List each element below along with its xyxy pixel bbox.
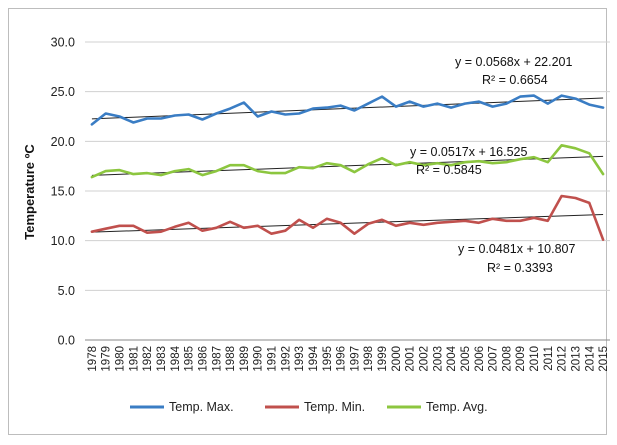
legend: Temp. Max. Temp. Min. Temp. Avg.	[130, 400, 488, 414]
x-tick-label: 2005	[460, 346, 472, 372]
x-tick-label: 1984	[170, 345, 182, 371]
x-tick-label: 1981	[128, 346, 140, 372]
series-lines	[90, 94, 605, 241]
series-line	[90, 144, 605, 179]
x-tick-label: 1983	[156, 346, 168, 372]
x-tick-label: 1986	[197, 346, 209, 372]
y-tick-label: 0.0	[58, 334, 75, 348]
x-tick-label: 1990	[253, 346, 265, 372]
x-tick-label: 2007	[488, 346, 500, 372]
trend-annotations: y = 0.0568x + 22.201 R² = 0.6654 y = 0.0…	[410, 55, 576, 275]
avg-r2-label: R² = 0.5845	[416, 163, 482, 177]
min-equation-label: y = 0.0481x + 10.807	[458, 242, 576, 256]
x-tick-label: 1999	[377, 346, 389, 372]
y-tick-label: 15.0	[51, 185, 75, 199]
x-tick-label: 1994	[308, 345, 320, 371]
x-tick-label: 1978	[87, 346, 99, 372]
gridlines	[85, 41, 610, 341]
max-equation-label: y = 0.0568x + 22.201	[455, 55, 573, 69]
x-tick-label: 2014	[584, 345, 596, 371]
x-tick-label: 1997	[349, 346, 361, 372]
x-tick-label: 2013	[570, 346, 582, 372]
min-r2-label: R² = 0.3393	[487, 261, 553, 275]
series-line	[90, 194, 605, 241]
x-tick-label: 1998	[363, 346, 375, 372]
y-tick-label: 5.0	[58, 284, 75, 298]
y-tick-label: 20.0	[51, 135, 75, 149]
legend-label-min: Temp. Min.	[304, 400, 365, 414]
trendline	[91, 213, 604, 233]
legend-label-avg: Temp. Avg.	[426, 400, 488, 414]
x-tick-label: 1991	[267, 346, 279, 372]
y-tick-label: 10.0	[51, 234, 75, 248]
y-tick-label: 25.0	[51, 85, 75, 99]
x-tick-label: 2002	[418, 346, 430, 372]
y-axis-label: Temperature ºC	[22, 144, 37, 240]
x-tick-label: 1985	[184, 346, 196, 372]
x-tick-label: 2001	[405, 346, 417, 372]
x-tick-label: 2000	[391, 346, 403, 372]
x-tick-label: 1992	[280, 346, 292, 372]
x-tick-label: 2010	[529, 346, 541, 372]
x-tick-label: 2004	[446, 345, 458, 371]
x-axis: 1978 1979 1980 1981 1982 1983 1984 1985 1986 1987…	[87, 345, 610, 371]
y-axis: 0.0 5.0 10.0 15.0 20.0 25.0 30.0	[51, 36, 75, 348]
x-tick-label: 1980	[115, 346, 127, 372]
x-tick-label: 1995	[322, 346, 334, 372]
x-tick-label: 2009	[515, 346, 527, 372]
x-tick-label: 1982	[142, 346, 154, 372]
x-tick-label: 1993	[294, 346, 306, 372]
x-tick-label: 1988	[225, 346, 237, 372]
x-tick-label: 2006	[474, 346, 486, 372]
avg-equation-label: y = 0.0517x + 16.525	[410, 145, 528, 159]
x-tick-label: 1987	[211, 346, 223, 372]
x-tick-label: 2008	[501, 346, 513, 372]
series-line	[90, 94, 605, 126]
legend-label-max: Temp. Max.	[169, 400, 234, 414]
x-tick-label: 1979	[101, 346, 113, 372]
max-r2-label: R² = 0.6654	[482, 73, 548, 87]
x-tick-label: 2003	[432, 346, 444, 372]
x-tick-label: 2015	[598, 346, 610, 372]
y-tick-label: 30.0	[51, 36, 75, 50]
x-tick-label: 1989	[239, 346, 251, 372]
x-tick-label: 1996	[336, 346, 348, 372]
x-tick-label: 2011	[543, 346, 555, 371]
x-tick-label: 2012	[557, 346, 569, 372]
